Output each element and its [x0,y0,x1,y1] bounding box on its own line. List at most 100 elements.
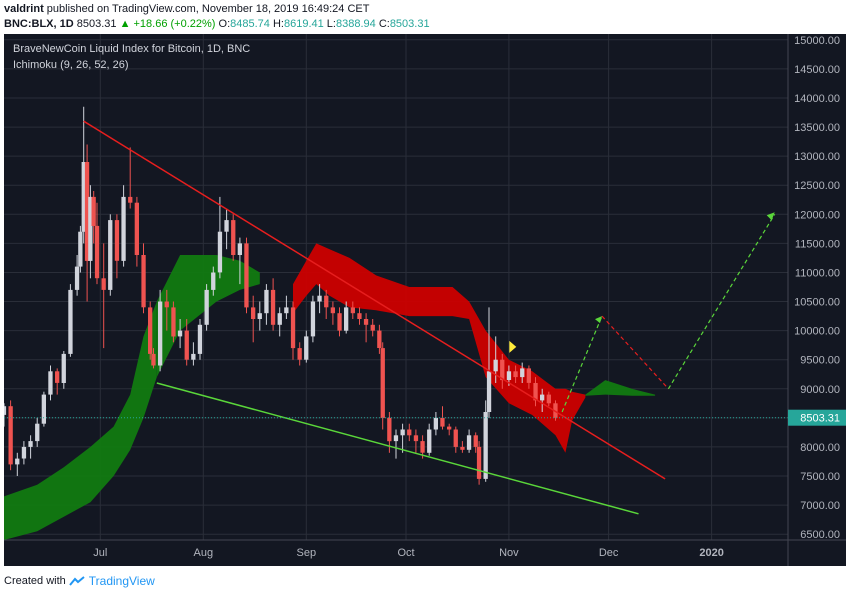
candle-body [4,406,7,415]
y-tick-label: 10500.00 [794,297,840,309]
candle-body [94,225,100,279]
y-tick-label: 14000.00 [794,93,840,105]
candle-body [61,353,66,383]
y-tick-label: 8000.00 [800,442,840,454]
candle-body [483,412,488,479]
y-tick-label: 13500.00 [794,122,840,134]
candle-body [177,330,183,337]
y-tick-label: 6500.00 [800,529,840,541]
candle-body [251,307,256,319]
candle-body [88,196,93,261]
last-price: 8503.31 [76,18,117,30]
candle-body [337,313,342,331]
support-trendline [156,382,639,515]
candle-body [81,162,86,232]
y-tick-label: 13000.00 [794,151,840,163]
footer: Created with TradingView [4,574,155,588]
candle-body [35,423,40,442]
low-value: 8388.94 [335,18,376,30]
candle-body [217,231,223,273]
candle-body [84,162,90,261]
candle-body [15,458,20,465]
ichimoku-cloud-segment [293,243,556,436]
candle-body [317,295,322,302]
candle-body [324,295,329,308]
projection-arrowhead [766,212,775,221]
candle-body [413,435,419,442]
candle-body [264,289,269,314]
candle-body [114,220,120,261]
candle-body [171,307,176,337]
candle-body [204,289,209,325]
candle-body [224,220,229,232]
candle-body [380,348,385,418]
x-tick-label: Sep [297,547,317,559]
candle-body [476,446,482,479]
candle-body [148,307,153,354]
candle-body [433,417,438,430]
candle-body [141,255,146,308]
candle-body [526,368,531,383]
close-value: 8503.31 [389,18,430,30]
candle-body [91,196,96,226]
high-value: 8619.41 [283,18,324,30]
candle-body [108,220,113,290]
candle-body [164,301,169,308]
candle-body [370,324,375,331]
candle-body [387,417,392,442]
candle-body [41,394,46,424]
y-tick-label: 7000.00 [800,500,840,512]
projection-path [667,213,776,390]
open-value: 8485.74 [230,18,270,30]
candle-body [68,289,73,354]
chart-canvas[interactable]: 6500.007000.007500.008000.008500.009000.… [4,34,846,566]
price-change: ▲ +18.66 (+0.22%) [119,18,216,30]
chart-area[interactable]: 6500.007000.007500.008000.008500.009000.… [4,34,846,566]
publish-info: valdrint published on TradingView.com, N… [4,3,369,15]
candle-body [420,441,425,453]
y-tick-label: 14500.00 [794,64,840,76]
candle-body [500,359,505,381]
projection-path [601,315,669,390]
candle-body [310,301,316,337]
tradingview-brand[interactable]: TradingView [88,574,155,588]
candle-body [540,394,545,401]
x-tick-label: Aug [194,547,214,559]
symbol-label: BNC:BLX, 1D [4,18,74,30]
candle-body [473,435,478,447]
candle-body [546,394,551,404]
projection-path [561,315,603,413]
candle-body [290,307,296,349]
x-tick-label: Oct [397,547,414,559]
x-tick-label: 2020 [699,547,723,559]
candle-body [74,266,80,290]
candle-body [553,403,558,418]
published-text: published on TradingView.com, November 1… [46,3,370,15]
candle-body [158,301,163,366]
candle-body [270,289,276,325]
y-tick-label: 10000.00 [794,326,840,338]
candle-body [284,307,289,314]
candle-body [231,220,236,255]
y-tick-label: 9500.00 [800,355,840,367]
candle-body [257,313,262,319]
candle-body [244,243,249,308]
candle-body [134,202,139,255]
candle-body [393,435,399,442]
candle-body [184,330,189,360]
author-name[interactable]: valdrint [4,3,44,15]
candle-body [513,371,518,378]
candle-body [197,324,203,354]
candle-body [466,435,472,450]
candle-body [377,330,382,348]
y-tick-label: 7500.00 [800,471,840,483]
ichimoku-cloud-segment [156,255,260,378]
candle-body [48,371,53,395]
ohlc-header: BNC:BLX, 1D 8503.31 ▲ +18.66 (+0.22%) O:… [4,18,430,30]
open-label: O: [218,18,231,30]
projection-arrowhead [595,316,602,324]
y-tick-label: 11500.00 [795,238,840,250]
chart-title: BraveNewCoin Liquid Index for Bitcoin, 1… [13,43,251,55]
candle-body [506,371,512,380]
indicator-label[interactable]: Ichimoku (9, 26, 52, 26) [13,59,129,71]
